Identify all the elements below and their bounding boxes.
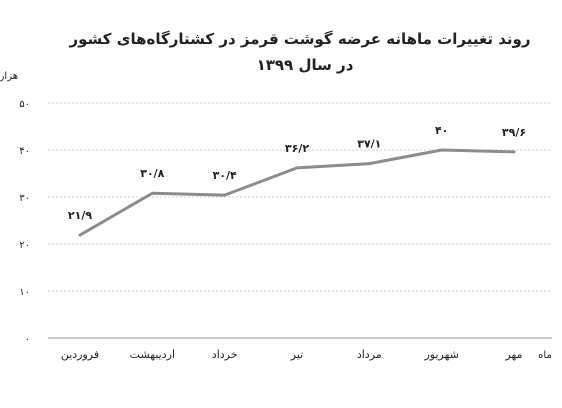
series-line [78, 148, 516, 237]
y-axis-ticks: ۰ ۱۰ ۲۰ ۳۰ ۴۰ ۵۰ [19, 99, 30, 345]
data-label: ۳۹/۶ [502, 126, 526, 139]
x-category-label: شهریور [423, 348, 458, 361]
x-category-label: خرداد [212, 348, 238, 361]
x-category-label: مهر [504, 348, 522, 361]
series-line-group [78, 148, 516, 237]
data-label: ۲۱/۹ [68, 209, 92, 222]
y-tick-label: ۱۰ [19, 287, 30, 298]
x-category-label: تیر [290, 348, 303, 361]
data-label: ۳۶/۲ [285, 142, 309, 155]
y-axis-label: هزار تن [0, 71, 18, 82]
chart-title-line1: روند تغییرات ماهانه عرضه گوشت قرمز در کش… [68, 30, 530, 48]
data-label: ۳۰/۴ [213, 169, 237, 182]
grid-lines [48, 102, 552, 339]
x-axis-categories: فروردین اردیبهشت خرداد تیر مرداد شهریور مهر [61, 348, 523, 361]
y-tick-label: ۲۰ [19, 240, 30, 251]
x-axis-label: ماه [538, 350, 552, 361]
y-tick-label: ۴۰ [19, 146, 30, 157]
y-tick-label: ۵۰ [19, 99, 30, 110]
chart-title-line2: در سال ۱۳۹۹ [257, 56, 354, 74]
data-label: ۳۰/۸ [140, 167, 164, 180]
data-label: ۳۷/۱ [357, 138, 381, 151]
data-labels: ۲۱/۹ ۳۰/۸ ۳۰/۴ ۳۶/۲ ۳۷/۱ ۴۰ ۳۹/۶ [68, 124, 526, 222]
data-label: ۴۰ [435, 124, 448, 137]
x-category-label: فروردین [61, 348, 99, 361]
y-tick-label: ۰ [25, 334, 30, 345]
x-category-label: مرداد [357, 348, 382, 361]
x-category-label: اردیبهشت [130, 348, 175, 361]
y-tick-label: ۳۰ [19, 193, 30, 204]
